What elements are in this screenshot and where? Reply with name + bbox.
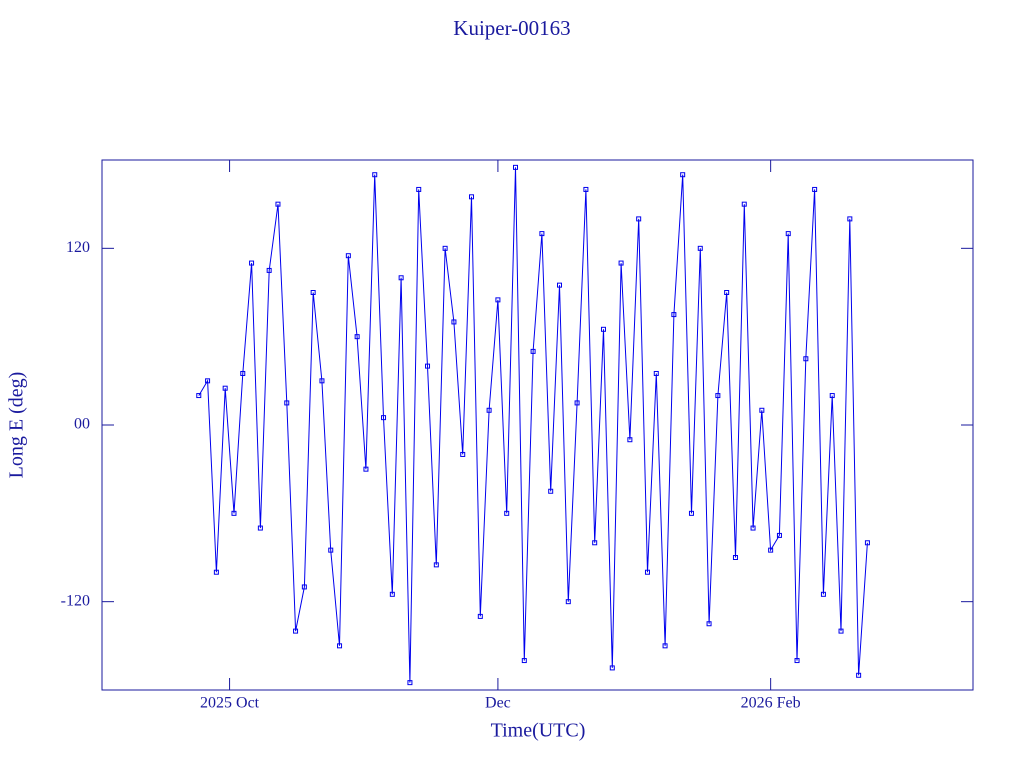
data-point [697, 245, 703, 251]
x-tick-label: 2025 Oct [200, 695, 260, 712]
data-point [732, 555, 738, 560]
data-point [856, 672, 862, 678]
data-point [768, 547, 774, 553]
data-point [592, 540, 598, 546]
data-point [433, 562, 439, 568]
data-point [715, 393, 721, 399]
data-point [644, 569, 650, 575]
data-point [372, 172, 378, 178]
data-point [521, 658, 527, 664]
data-point [750, 525, 756, 531]
series-line [198, 167, 868, 683]
x-tick-label: Dec [485, 695, 511, 712]
data-point [328, 547, 334, 553]
data-point [451, 319, 457, 325]
data-point [539, 231, 545, 237]
plot-frame [101, 159, 974, 691]
data-point [495, 297, 501, 303]
data-point [776, 532, 782, 538]
data-point [416, 186, 422, 192]
data-point [636, 216, 642, 222]
data-point [653, 370, 659, 376]
data-point [583, 186, 589, 192]
data-point [847, 216, 853, 222]
data-point [222, 385, 228, 391]
data-point [600, 326, 606, 332]
data-point [820, 591, 826, 597]
data-point [565, 599, 571, 605]
data-point [741, 201, 747, 207]
data-point [794, 658, 800, 664]
data-point [609, 665, 615, 671]
data-point [389, 591, 395, 597]
x-tick-label: 2026 Feb [741, 695, 801, 712]
data-point [425, 363, 431, 369]
data-point [864, 540, 870, 546]
data-point [662, 643, 668, 649]
data-point [354, 334, 360, 340]
data-point [363, 466, 369, 472]
data-point [548, 488, 554, 494]
data-point [680, 172, 686, 178]
data-point [398, 275, 404, 281]
data-point [486, 407, 492, 413]
data-point [213, 569, 219, 575]
data-point [513, 164, 519, 170]
data-point [812, 186, 818, 192]
data-point [829, 393, 835, 399]
data-point [530, 348, 536, 354]
data-point [381, 415, 387, 421]
data-point [284, 400, 290, 406]
data-point [460, 451, 466, 457]
data-point [293, 628, 299, 634]
data-point [618, 260, 624, 266]
data-point [407, 680, 413, 686]
chart-title: Kuiper-00163 [453, 16, 570, 40]
data-point [556, 282, 562, 288]
y-tick-label: 00 [74, 416, 90, 433]
data-point [310, 290, 316, 295]
data-point [442, 245, 448, 251]
data-point [477, 613, 483, 619]
data-point [574, 400, 580, 406]
data-point [301, 584, 307, 590]
data-point [275, 201, 281, 207]
data-point [759, 407, 765, 413]
data-point [257, 525, 263, 531]
data-point [345, 253, 351, 259]
data-point [688, 510, 694, 516]
data-point [249, 260, 255, 266]
data-point [196, 393, 202, 399]
data-point [627, 437, 633, 443]
y-tick-label: 120 [66, 239, 90, 256]
data-point [504, 510, 510, 516]
y-axis-label: Long E (deg) [6, 372, 28, 479]
data-point [706, 621, 712, 627]
data-point [785, 231, 791, 237]
y-tick-label: -120 [61, 592, 90, 609]
x-axis-label: Time(UTC) [491, 720, 586, 742]
data-point [838, 628, 844, 634]
data-point [671, 312, 677, 318]
data-point [337, 643, 343, 649]
data-point [240, 370, 246, 376]
data-point [469, 194, 475, 200]
data-point [803, 356, 809, 362]
data-point [231, 510, 237, 516]
data-point [266, 267, 272, 273]
data-point [319, 378, 325, 384]
data-point [724, 290, 730, 295]
data-point [205, 378, 211, 384]
